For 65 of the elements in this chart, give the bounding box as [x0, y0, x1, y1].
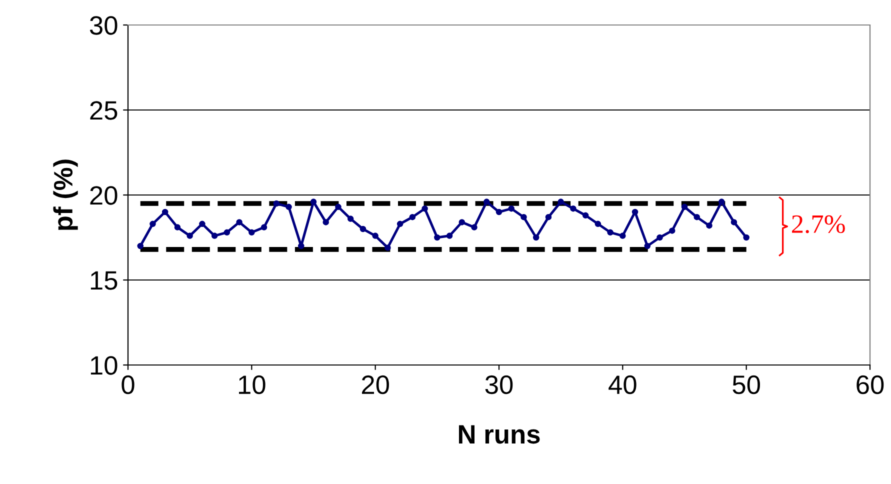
point: [360, 226, 366, 232]
point: [137, 242, 144, 250]
point: [248, 229, 255, 236]
x-tick-label: 20: [362, 375, 389, 394]
y-tick-label: 15: [90, 271, 118, 290]
point: [162, 208, 168, 216]
point: [532, 234, 540, 241]
point: [458, 219, 466, 226]
point: [199, 220, 206, 228]
point: [260, 224, 268, 230]
point: [681, 204, 688, 210]
point: [570, 205, 576, 212]
point: [471, 224, 478, 230]
point: [409, 214, 416, 220]
x-tick-label: 10: [239, 375, 266, 394]
point: [335, 204, 342, 210]
point: [669, 228, 676, 234]
point: [322, 219, 329, 226]
point: [298, 242, 304, 250]
point: [224, 229, 230, 236]
point: [545, 214, 552, 220]
y-tick-label: 10: [90, 356, 118, 375]
point: [620, 232, 626, 239]
point: [384, 244, 391, 251]
y-tick-label: 30: [90, 16, 118, 35]
point: [396, 220, 404, 228]
point: [632, 208, 638, 216]
point: [706, 222, 712, 229]
point: [422, 205, 428, 212]
x-tick-label: 50: [732, 375, 760, 394]
point: [150, 220, 156, 228]
point: [520, 214, 527, 220]
point: [496, 208, 502, 216]
point: [446, 232, 453, 239]
point: [594, 220, 602, 228]
point: [372, 232, 378, 239]
point: [174, 224, 181, 230]
point: [607, 229, 614, 236]
point: [558, 198, 564, 205]
point: [718, 198, 725, 205]
x-tick-label: 0: [122, 375, 134, 394]
point: [508, 205, 514, 212]
point: [743, 234, 750, 241]
point: [186, 232, 193, 239]
y-tick-label: 20: [90, 186, 118, 205]
point: [236, 219, 242, 226]
x-axis-title: N runs: [458, 425, 540, 444]
point: [347, 216, 354, 222]
x-tick-label: 30: [485, 375, 513, 394]
point: [211, 232, 218, 239]
y-tick-label: 25: [90, 101, 118, 120]
point: [644, 242, 651, 250]
point: [273, 200, 280, 207]
x-tick-label: 40: [608, 375, 636, 394]
point: [484, 198, 490, 205]
point: [582, 212, 589, 219]
point: [434, 234, 440, 241]
x-tick-label: 60: [856, 375, 884, 394]
annotation: 2.7%: [792, 215, 845, 234]
point: [656, 234, 663, 241]
y-axis-title: pf (%): [53, 160, 78, 230]
point: [286, 204, 292, 210]
point: [694, 214, 700, 220]
point: [730, 219, 738, 226]
point: [310, 198, 317, 205]
